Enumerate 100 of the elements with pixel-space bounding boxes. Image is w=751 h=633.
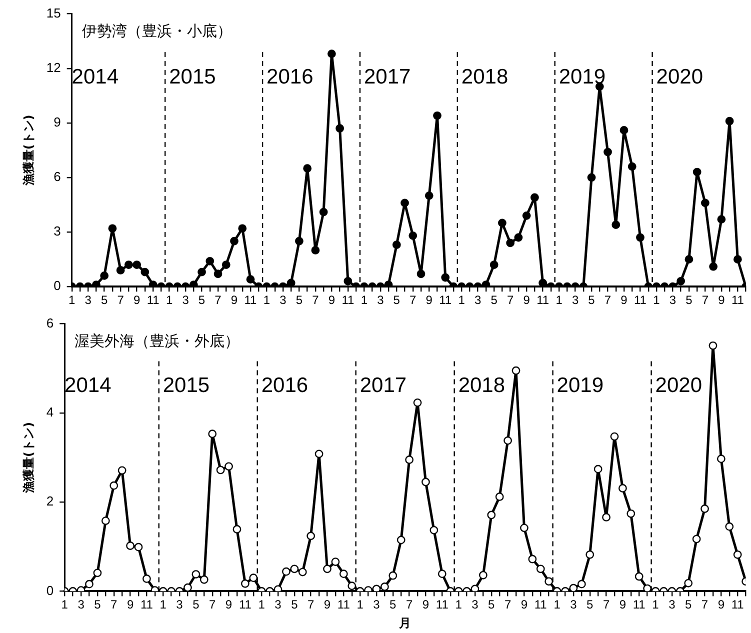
y-tick-label: 6 bbox=[54, 169, 61, 184]
x-tick-label: 1 bbox=[556, 293, 563, 308]
x-tick-label: 11 bbox=[536, 293, 550, 308]
x-tick-label: 3 bbox=[182, 293, 190, 308]
x-tick-label: 9 bbox=[523, 293, 530, 308]
x-tick-label: 5 bbox=[94, 598, 102, 612]
annotation: 2019 bbox=[556, 374, 604, 397]
x-tick-label: 7 bbox=[406, 598, 413, 612]
x-tick-label: 5 bbox=[296, 293, 303, 308]
x-tick-label: 1 bbox=[653, 293, 660, 308]
y-tick-label: 6 bbox=[46, 315, 54, 330]
x-tick-label: 9 bbox=[225, 598, 232, 612]
y-tick-label: 0 bbox=[46, 582, 54, 598]
x-tick-label: 7 bbox=[506, 293, 514, 308]
x-tick-label: 3 bbox=[572, 293, 579, 308]
y-tick-label: 2 bbox=[46, 494, 54, 509]
y-tick-label: 9 bbox=[54, 114, 61, 130]
x-tick-label: 5 bbox=[488, 598, 496, 612]
x-tick-label: 11 bbox=[632, 598, 646, 612]
x-tick-label: 3 bbox=[78, 598, 85, 612]
x-tick-label: 9 bbox=[328, 293, 336, 308]
x-tick-label: 5 bbox=[100, 293, 108, 308]
annotation: 2020 bbox=[656, 65, 704, 88]
y-tick-label: 0 bbox=[54, 278, 61, 294]
x-tick-label: 9 bbox=[718, 598, 725, 612]
text: 渥美外海（豊浜・外底） bbox=[74, 332, 240, 350]
x-tick-label: 7 bbox=[701, 598, 708, 612]
x-tick-label: 3 bbox=[472, 598, 479, 612]
x-tick-label: 7 bbox=[117, 293, 124, 308]
x-tick-label: 7 bbox=[702, 293, 709, 308]
x-tick-label: 3 bbox=[176, 598, 184, 612]
x-tick-label: 1 bbox=[160, 598, 167, 612]
y-axis-title: 漁獲量(トン) bbox=[21, 114, 36, 187]
x-tick-label: 3 bbox=[274, 598, 282, 612]
x-tick-label: 1 bbox=[166, 293, 173, 308]
x-tick-label: 11 bbox=[238, 598, 252, 612]
x-tick-label: 11 bbox=[439, 293, 452, 308]
x-tick-label: 3 bbox=[570, 598, 578, 612]
x-tick-label: 1 bbox=[360, 293, 368, 308]
x-tick-label: 3 bbox=[377, 293, 384, 308]
x-tick-label: 9 bbox=[426, 293, 433, 308]
x-tick-label: 3 bbox=[373, 598, 380, 612]
x-tick-label: 1 bbox=[652, 598, 660, 612]
y-tick-label: 12 bbox=[46, 60, 61, 75]
x-tick-label: 9 bbox=[619, 598, 626, 612]
x-tick-label: 11 bbox=[337, 598, 350, 612]
annotation: 2019 bbox=[558, 65, 606, 88]
x-tick-label: 3 bbox=[668, 598, 676, 612]
x-tick-label: 3 bbox=[474, 293, 482, 308]
x-tick-label: 1 bbox=[61, 598, 68, 612]
x-tick-label: 3 bbox=[669, 293, 676, 308]
x-tick-label: 5 bbox=[586, 598, 594, 612]
x-tick-label: 9 bbox=[324, 598, 331, 612]
y-tick-label: 3 bbox=[54, 224, 61, 239]
x-tick-label: 5 bbox=[198, 293, 206, 308]
x-tick-label: 9 bbox=[230, 293, 238, 308]
x-tick-label: 5 bbox=[685, 598, 692, 612]
x-tick-label: 1 bbox=[458, 293, 466, 308]
x-tick-label: 7 bbox=[110, 598, 118, 612]
x-tick-label: 5 bbox=[192, 598, 200, 612]
x-tick-label: 1 bbox=[554, 598, 561, 612]
x-tick-label: 5 bbox=[686, 293, 693, 308]
x-tick-label: 11 bbox=[634, 293, 647, 308]
y-tick-label: 4 bbox=[46, 404, 54, 420]
x-tick-label: 9 bbox=[718, 293, 726, 308]
annotation: 2014 bbox=[72, 65, 119, 88]
annotation: 2017 bbox=[364, 65, 411, 88]
x-tick-label: 5 bbox=[390, 598, 397, 612]
x-tick-label: 1 bbox=[258, 598, 266, 612]
x-tick-label: 9 bbox=[422, 598, 430, 612]
x-tick-label: 11 bbox=[244, 293, 258, 308]
x-tick-label: 9 bbox=[620, 293, 628, 308]
annotation: 2018 bbox=[461, 65, 508, 88]
x-tick-label: 7 bbox=[604, 293, 612, 308]
x-tick-label: 5 bbox=[291, 598, 298, 612]
annotation: 2015 bbox=[162, 374, 210, 397]
x-tick-label: 7 bbox=[209, 598, 216, 612]
x-tick-label: 7 bbox=[307, 598, 314, 612]
annotation: 2016 bbox=[266, 65, 314, 88]
x-tick-label: 1 bbox=[356, 598, 364, 612]
y-axis-title: 漁獲量(トン) bbox=[21, 422, 36, 494]
x-tick-label: 9 bbox=[133, 293, 140, 308]
x-tick-label: 11 bbox=[146, 293, 160, 308]
x-tick-label: 11 bbox=[436, 598, 449, 612]
x-tick-label: 11 bbox=[140, 598, 154, 612]
annotation: 2015 bbox=[169, 65, 216, 88]
x-tick-label: 11 bbox=[731, 293, 744, 308]
x-tick-label: 7 bbox=[410, 293, 417, 308]
x-tick-label: 3 bbox=[280, 293, 287, 308]
x-tick-label: 11 bbox=[534, 598, 548, 612]
x-tick-label: 5 bbox=[490, 293, 498, 308]
annotation: 2018 bbox=[458, 374, 506, 397]
x-tick-label: 9 bbox=[520, 598, 528, 612]
x-tick-label: 9 bbox=[126, 598, 134, 612]
x-tick-label: 5 bbox=[393, 293, 400, 308]
x-tick-label: 5 bbox=[588, 293, 596, 308]
x-tick-label: 7 bbox=[312, 293, 320, 308]
x-tick-label: 1 bbox=[263, 293, 270, 308]
x-tick-label: 1 bbox=[455, 598, 462, 612]
y-tick-label: 15 bbox=[46, 5, 61, 20]
